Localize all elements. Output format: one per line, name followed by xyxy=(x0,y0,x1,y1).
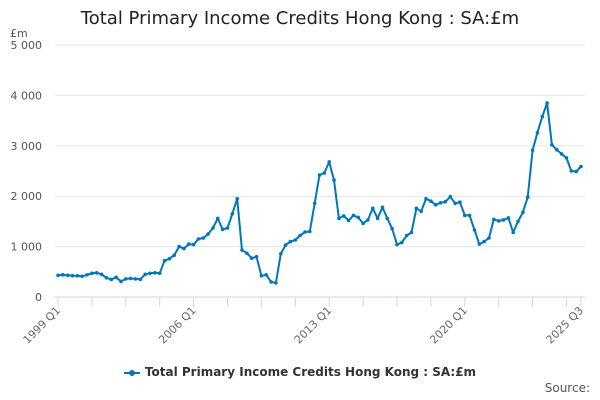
svg-text:1999 Q1: 1999 Q1 xyxy=(21,304,64,347)
svg-text:3 000: 3 000 xyxy=(11,140,43,153)
y-axis-unit-label: £m xyxy=(10,27,28,40)
legend[interactable]: Total Primary Income Credits Hong Kong :… xyxy=(0,365,600,379)
x-axis: 1999 Q1 2006 Q1 2013 Q1 2020 Q1 2025 Q3 xyxy=(21,296,587,347)
svg-text:1 000: 1 000 xyxy=(11,241,43,254)
svg-text:2025 Q3: 2025 Q3 xyxy=(544,304,587,347)
legend-series-marker-icon xyxy=(123,369,140,376)
svg-text:4 000: 4 000 xyxy=(11,89,43,102)
svg-text:5 000: 5 000 xyxy=(11,39,43,52)
gridlines xyxy=(55,44,585,248)
svg-text:0: 0 xyxy=(35,291,42,304)
chart-title: Total Primary Income Credits Hong Kong :… xyxy=(80,8,520,29)
svg-text:2020 Q1: 2020 Q1 xyxy=(427,304,470,347)
svg-text:2006 Q1: 2006 Q1 xyxy=(156,304,199,347)
svg-text:2 000: 2 000 xyxy=(11,190,43,203)
source-label: Source: xyxy=(544,381,590,395)
y-axis-ticks: 0 1 000 2 000 3 000 4 000 5 000 xyxy=(11,39,43,304)
data-series-line[interactable] xyxy=(56,101,583,285)
legend-label: Total Primary Income Credits Hong Kong :… xyxy=(144,365,477,379)
svg-text:2013 Q1: 2013 Q1 xyxy=(292,304,335,347)
